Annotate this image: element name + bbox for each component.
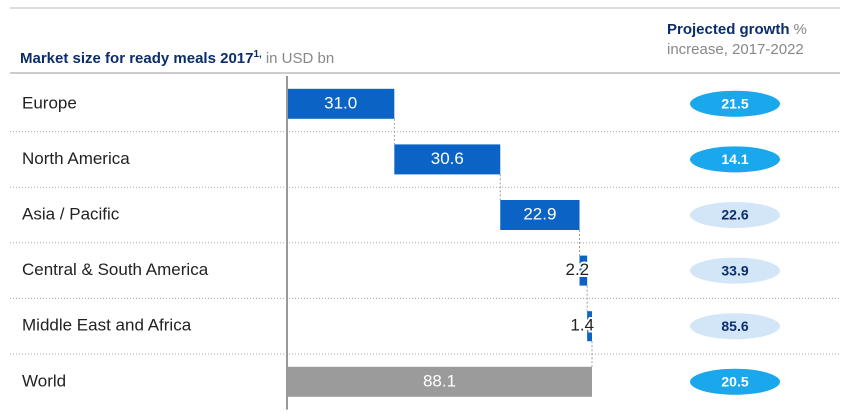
growth-badge — [690, 368, 780, 395]
chart-title-group: Market size for ready meals 20171, in USD… — [20, 49, 334, 67]
bar — [394, 144, 501, 175]
growth-label: 85.6 — [721, 318, 748, 334]
title-unit: in USD bn — [266, 50, 334, 67]
growth-label: 20.5 — [721, 374, 748, 390]
category-label: Europe — [22, 93, 77, 112]
value-label: 2.2 — [566, 260, 590, 279]
category-label: North America — [22, 149, 130, 168]
growth-title: Projected growth — [667, 21, 790, 38]
value-label: 88.1 — [423, 371, 456, 390]
bar — [579, 255, 588, 286]
growth-badge — [690, 202, 780, 228]
growth-label: 22.6 — [721, 207, 748, 223]
chart-title: Market size for ready meals 2017 — [20, 50, 253, 67]
bar — [287, 88, 395, 119]
growth-subtitle: increase, 2017-2022 — [667, 41, 804, 58]
growth-title-group: Projected growth% — [667, 21, 807, 38]
category-label: Central & South America — [22, 260, 209, 279]
category-label: Asia / Pacific — [22, 204, 120, 223]
value-label: 31.0 — [324, 93, 357, 112]
bar — [500, 200, 580, 230]
growth-badge — [690, 257, 780, 284]
category-label: World — [22, 371, 66, 390]
category-label: Middle East and Africa — [22, 316, 192, 335]
growth-label: 21.5 — [721, 96, 748, 112]
growth-badge — [690, 90, 780, 117]
growth-label: 33.9 — [721, 262, 748, 278]
value-label: 1.4 — [570, 316, 594, 335]
bar — [587, 311, 592, 342]
growth-badge — [690, 313, 780, 340]
bar — [287, 366, 592, 397]
value-label: 22.9 — [523, 204, 556, 223]
growth-badge — [690, 146, 780, 173]
growth-unit: % — [794, 21, 807, 38]
title-note: 1, — [253, 49, 262, 60]
growth-label: 14.1 — [721, 151, 748, 167]
value-label: 30.6 — [431, 149, 464, 168]
